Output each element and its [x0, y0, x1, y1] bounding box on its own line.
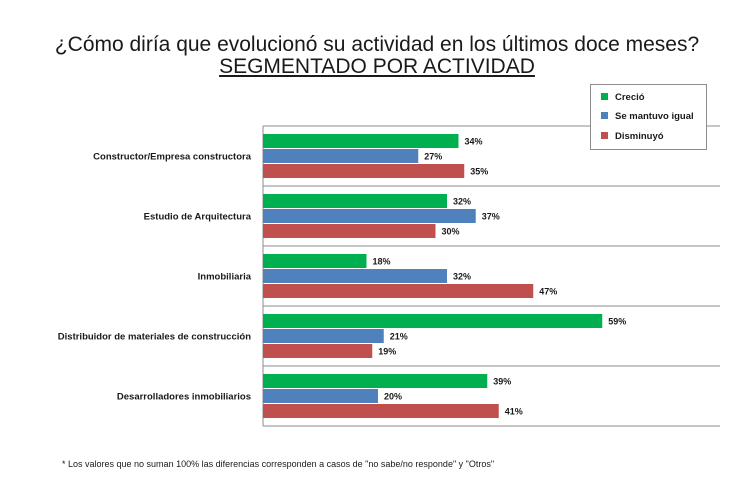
chart-legend: Creció Se mantuvo igual Disminuyó — [590, 84, 707, 150]
data-label-disminuyo-constructor-empresa-constructora: 35% — [470, 167, 488, 177]
bar-se-mantuvo-igual-desarrolladores-inmobiliarios — [263, 389, 378, 403]
data-label-crecio-desarrolladores-inmobiliarios: 39% — [493, 377, 511, 387]
bar-se-mantuvo-igual-estudio-de-arquitectura — [263, 209, 476, 223]
data-label-disminuyo-distribuidor-de-materiales-de-construccion: 19% — [378, 347, 396, 357]
bar-crecio-estudio-de-arquitectura — [263, 194, 447, 208]
bar-crecio-inmobiliaria — [263, 254, 367, 268]
category-label-inmobiliaria: Inmobiliaria — [198, 272, 252, 283]
data-label-se-mantuvo-igual-distribuidor-de-materiales-de-construccion: 21% — [390, 332, 408, 342]
legend-item-se-mantuvo-igual: Se mantuvo igual — [601, 110, 694, 124]
data-label-crecio-estudio-de-arquitectura: 32% — [453, 197, 471, 207]
category-label-desarrolladores-inmobiliarios: Desarrolladores inmobiliarios — [117, 392, 251, 403]
data-label-disminuyo-inmobiliaria: 47% — [539, 287, 557, 297]
chart-title: ¿Cómo diría que evolucionó su actividad … — [54, 33, 700, 56]
legend-item-crecio: Creció — [601, 91, 645, 105]
legend-item-disminuyo: Disminuyó — [601, 130, 664, 144]
footnote: * Los valores que no suman 100% las dife… — [62, 459, 495, 469]
data-label-se-mantuvo-igual-desarrolladores-inmobiliarios: 20% — [384, 392, 402, 402]
category-label-distribuidor-de-materiales-de-construccion: Distribuidor de materiales de construcci… — [58, 332, 251, 343]
category-label-constructor-empresa-constructora: Constructor/Empresa constructora — [93, 152, 252, 163]
data-label-crecio-constructor-empresa-constructora: 34% — [465, 137, 483, 147]
legend-swatch-se-mantuvo-igual — [601, 112, 608, 119]
bar-se-mantuvo-igual-inmobiliaria — [263, 269, 447, 283]
data-label-se-mantuvo-igual-estudio-de-arquitectura: 37% — [482, 212, 500, 222]
legend-swatch-crecio — [601, 93, 608, 100]
category-label-estudio-de-arquitectura: Estudio de Arquitectura — [144, 212, 252, 223]
legend-swatch-disminuyo — [601, 132, 608, 139]
bar-se-mantuvo-igual-constructor-empresa-constructora — [263, 149, 419, 163]
bar-se-mantuvo-igual-distribuidor-de-materiales-de-construccion — [263, 329, 384, 343]
chart-subtitle: SEGMENTADO POR ACTIVIDAD — [219, 55, 535, 78]
bar-crecio-constructor-empresa-constructora — [263, 134, 459, 148]
data-label-se-mantuvo-igual-inmobiliaria: 32% — [453, 272, 471, 282]
data-label-disminuyo-desarrolladores-inmobiliarios: 41% — [505, 407, 523, 417]
bar-crecio-distribuidor-de-materiales-de-construccion — [263, 314, 603, 328]
bar-disminuyo-inmobiliaria — [263, 284, 534, 298]
legend-label-se-mantuvo-igual: Se mantuvo igual — [615, 111, 694, 122]
data-label-crecio-distribuidor-de-materiales-de-construccion: 59% — [608, 317, 626, 327]
legend-label-disminuyo: Disminuyó — [615, 131, 664, 142]
legend-label-crecio: Creció — [615, 92, 645, 103]
bar-disminuyo-desarrolladores-inmobiliarios — [263, 404, 499, 418]
data-label-disminuyo-estudio-de-arquitectura: 30% — [442, 227, 460, 237]
bar-crecio-desarrolladores-inmobiliarios — [263, 374, 488, 388]
data-label-se-mantuvo-igual-constructor-empresa-constructora: 27% — [424, 152, 442, 162]
bar-disminuyo-estudio-de-arquitectura — [263, 224, 436, 238]
data-label-crecio-inmobiliaria: 18% — [373, 257, 391, 267]
bar-disminuyo-constructor-empresa-constructora — [263, 164, 465, 178]
bar-disminuyo-distribuidor-de-materiales-de-construccion — [263, 344, 373, 358]
